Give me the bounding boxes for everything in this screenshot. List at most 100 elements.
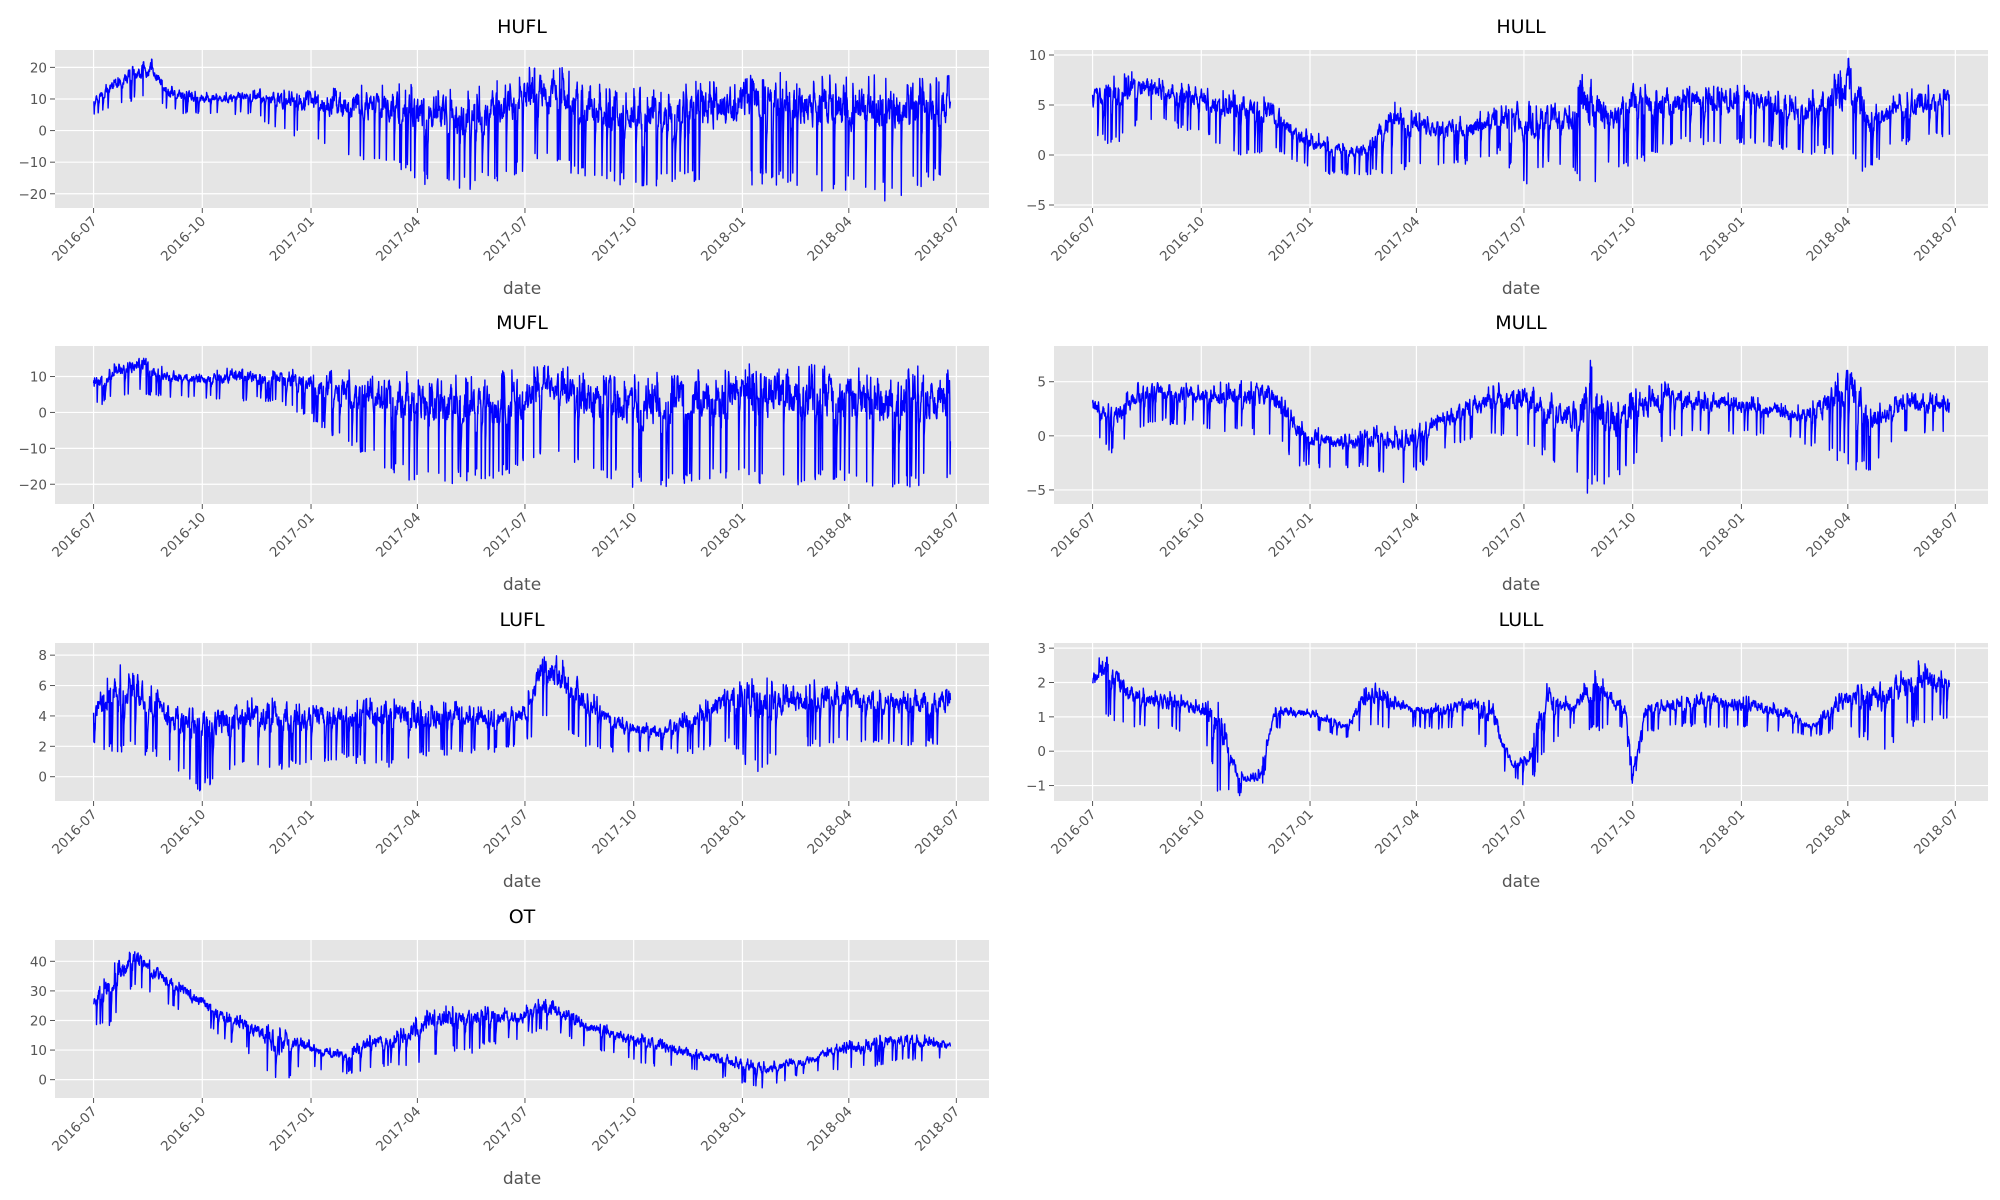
x-axis-label: date <box>503 872 541 892</box>
x-tick-label: 2017-04 <box>373 214 424 265</box>
y-tick-label: 2 <box>1037 676 1046 692</box>
x-tick-label: 2017-01 <box>1266 214 1317 265</box>
x-tick-label: 2017-04 <box>373 510 424 561</box>
x-tick-label: 2018-04 <box>1803 214 1854 265</box>
x-tick-label: 2018-01 <box>698 807 749 858</box>
x-tick-label: 2018-04 <box>804 510 855 561</box>
y-tick-label: 4 <box>38 709 47 725</box>
x-tick-label: 2016-07 <box>49 807 100 858</box>
y-tick-label: −10 <box>19 441 48 457</box>
y-tick-label: 20 <box>30 1013 47 1029</box>
y-tick-label: 40 <box>30 954 47 970</box>
x-tick-label: 2016-10 <box>1157 510 1208 561</box>
x-tick-label: 2017-10 <box>1588 510 1639 561</box>
x-tick-label: 2018-04 <box>804 1104 855 1155</box>
y-tick-label: 0 <box>38 1073 47 1089</box>
x-tick-label: 2017-01 <box>1266 510 1317 561</box>
x-axis-label: date <box>503 1169 541 1189</box>
x-tick-label: 2017-10 <box>589 214 640 265</box>
y-tick-label: 20 <box>30 60 47 76</box>
y-tick-label: −20 <box>19 187 48 203</box>
x-tick-label: 2016-10 <box>1157 214 1208 265</box>
x-tick-label: 2017-04 <box>1372 214 1423 265</box>
y-tick-label: 10 <box>30 1043 47 1059</box>
chart-title: OT <box>509 906 536 928</box>
y-tick-label: 10 <box>30 370 47 386</box>
x-tick-label: 2017-01 <box>267 807 318 858</box>
panel-lull: −1 0 1 2 3 2016-07 2016-10 2017-01 2017-04 2017-0… <box>1026 609 1988 892</box>
panel-hull: −5 0 5 10 2016-07 2016-10 2017-01 2017-04 2017-0… <box>1026 16 1988 299</box>
x-tick-label: 2016-10 <box>158 510 209 561</box>
x-tick-label: 2018-01 <box>1697 510 1748 561</box>
x-axis-label: date <box>1502 279 1540 299</box>
chart-title: LUFL <box>499 609 544 631</box>
x-tick-label: 2018-07 <box>1911 807 1962 858</box>
x-tick-label: 2017-07 <box>481 1104 532 1155</box>
x-tick-label: 2018-07 <box>912 807 963 858</box>
x-tick-label: 2016-07 <box>49 214 100 265</box>
x-tick-label: 2018-04 <box>804 807 855 858</box>
x-tick-label: 2017-07 <box>1480 510 1531 561</box>
x-tick-label: 2017-04 <box>373 807 424 858</box>
x-axis-label: date <box>503 575 541 595</box>
x-tick-label: 2017-10 <box>1588 807 1639 858</box>
x-tick-label: 2016-07 <box>1048 807 1099 858</box>
series-line <box>92 951 952 1089</box>
x-tick-label: 2018-01 <box>1697 807 1748 858</box>
x-tick-label: 2018-01 <box>1697 214 1748 265</box>
x-tick-label: 2018-01 <box>698 214 749 265</box>
x-tick-label: 2018-07 <box>912 214 963 265</box>
y-tick-label: −1 <box>1026 779 1046 795</box>
x-tick-label: 2016-07 <box>49 1104 100 1155</box>
x-tick-label: 2017-04 <box>1372 510 1423 561</box>
series-line <box>92 655 952 792</box>
y-tick-label: 0 <box>1037 148 1046 164</box>
x-tick-label: 2016-10 <box>158 807 209 858</box>
x-tick-label: 2018-04 <box>1803 510 1854 561</box>
x-tick-label: 2017-10 <box>1588 214 1639 265</box>
x-tick-label: 2016-10 <box>158 1104 209 1155</box>
x-tick-label: 2017-07 <box>481 807 532 858</box>
panel-mull: −5 0 5 2016-07 2016-10 2017-01 2017-04 2017-07 2… <box>1026 312 1988 595</box>
x-tick-label: 2017-01 <box>267 214 318 265</box>
panel-hufl: −20 −10 0 10 20 2016-07 2016-10 2017-01 2017-04 2… <box>19 16 989 299</box>
x-axis-label: date <box>1502 872 1540 892</box>
y-tick-label: −10 <box>19 155 48 171</box>
x-tick-label: 2017-07 <box>481 214 532 265</box>
x-tick-label: 2017-07 <box>1480 214 1531 265</box>
y-tick-label: 0 <box>38 124 47 140</box>
x-tick-label: 2017-01 <box>1266 807 1317 858</box>
y-tick-label: −20 <box>19 477 48 493</box>
x-tick-label: 2017-07 <box>1480 807 1531 858</box>
x-tick-label: 2016-10 <box>1157 807 1208 858</box>
x-tick-label: 2018-04 <box>1803 807 1854 858</box>
x-tick-label: 2018-07 <box>912 510 963 561</box>
y-tick-label: 0 <box>38 405 47 421</box>
y-tick-label: −5 <box>1026 198 1046 214</box>
x-tick-label: 2016-10 <box>158 214 209 265</box>
x-tick-label: 2016-07 <box>49 510 100 561</box>
y-tick-label: 8 <box>38 648 47 664</box>
y-tick-label: 5 <box>1037 375 1046 391</box>
panel-ot: 0 10 20 30 40 2016-07 2016-10 2017-01 2017-04 201… <box>30 906 989 1189</box>
x-tick-label: 2017-04 <box>1372 807 1423 858</box>
chart-title: LULL <box>1499 609 1544 631</box>
y-tick-label: 0 <box>38 770 47 786</box>
y-tick-label: 1 <box>1037 710 1046 726</box>
x-tick-label: 2018-07 <box>1911 214 1962 265</box>
y-tick-label: 10 <box>1029 48 1046 64</box>
y-tick-label: 2 <box>38 739 47 755</box>
x-axis-label: date <box>1502 575 1540 595</box>
series-line <box>1091 359 1951 494</box>
x-tick-label: 2017-10 <box>589 1104 640 1155</box>
y-tick-label: 0 <box>1037 744 1046 760</box>
series-line <box>92 357 952 488</box>
series-line <box>1091 57 1951 185</box>
y-tick-label: 6 <box>38 679 47 695</box>
x-tick-label: 2017-01 <box>267 510 318 561</box>
x-tick-label: 2017-04 <box>373 1104 424 1155</box>
x-tick-label: 2017-10 <box>589 510 640 561</box>
y-tick-label: 3 <box>1037 641 1046 657</box>
x-tick-label: 2017-10 <box>589 807 640 858</box>
